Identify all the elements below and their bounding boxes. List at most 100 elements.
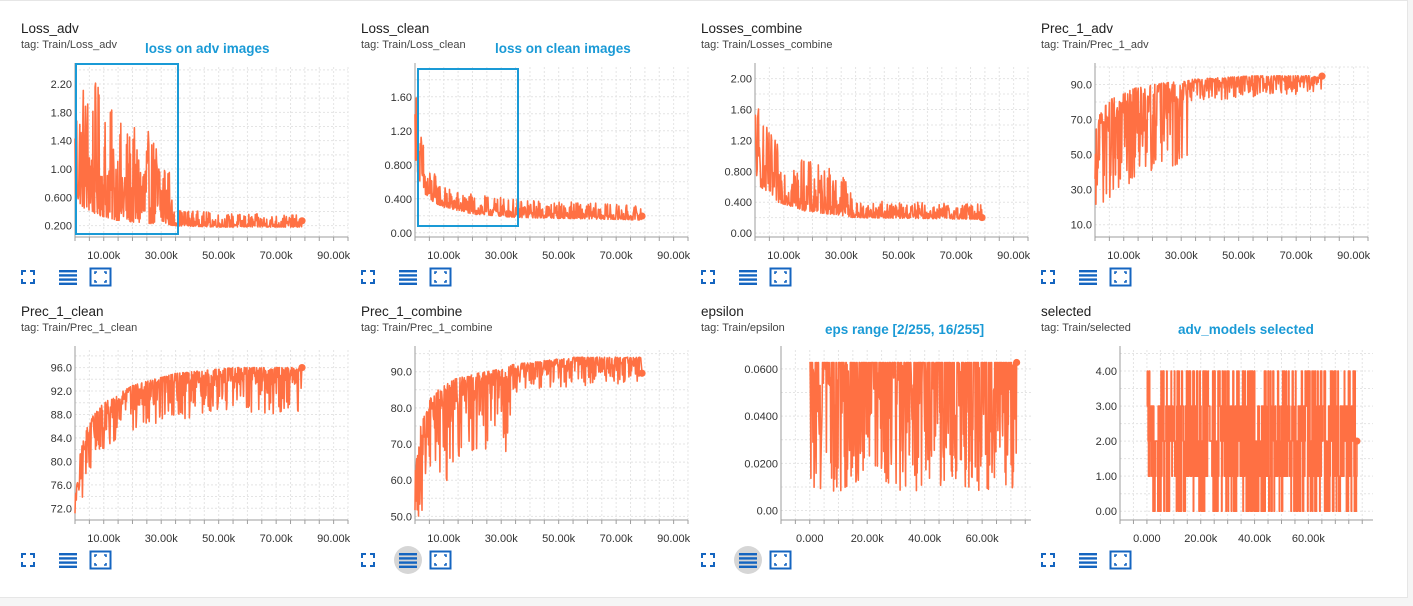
lines-icon [399,270,417,285]
fit-domain-button[interactable] [426,546,454,574]
x-tick-label: 90.00k [657,250,691,262]
x-tick-label: 50.00k [542,533,576,545]
fullscreen-icon [701,270,715,284]
fit-domain-button[interactable] [86,546,114,574]
annotation-note: eps range [2/255, 16/255] [825,322,985,337]
x-tick-label: 10.00k [427,250,461,262]
y-tick-label: 0.0400 [744,411,778,423]
fullscreen-button[interactable] [354,263,382,291]
chart-title: Loss_clean [361,21,430,36]
y-tick-label: 0.00 [731,228,752,240]
x-tick-label: 30.00k [1165,250,1199,262]
chart-title: Losses_combine [701,21,803,36]
series-line [414,356,643,517]
toggle-log-scale-button[interactable] [1074,546,1102,574]
fullscreen-button[interactable] [14,263,42,291]
chart-title: epsilon [701,304,744,319]
x-tick-label: 30.00k [145,533,179,545]
x-tick-label: 50.00k [202,250,236,262]
fit-domain-button[interactable] [1106,263,1134,291]
chart-tag: tag: Train/Prec_1_combine [361,322,493,334]
lines-icon [739,553,757,568]
chart-toolbar [1020,546,1360,576]
fullscreen-button[interactable] [694,546,722,574]
line-chart: 72.0 76.0 80.0 84.0 88.0 92.0 96.0 10.00k 30.00k… [51,346,351,545]
y-tick-label: 1.80 [51,107,72,119]
fullscreen-icon [361,270,375,284]
y-tick-label: 1.20 [391,126,412,138]
chart-card-prec-1-clean: Prec_1_clean tag: Train/Prec_1_clean 72.0 7… [0,284,351,574]
fit-domain-button[interactable] [766,263,794,291]
y-tick-label: 0.600 [44,192,72,204]
chart-card-prec-1-combine: Prec_1_combine tag: Train/Prec_1_combine 5… [340,284,691,574]
line-chart: 0.00 0.0200 0.0400 0.0600 0.000 20.00k 40.00k 6… [744,346,1031,545]
y-tick-label: 0.800 [724,166,752,178]
y-tick-label: 30.0 [1071,185,1092,197]
toggle-log-scale-button[interactable] [734,263,762,291]
chart-toolbar [0,263,340,293]
x-tick-label: 50.00k [202,533,236,545]
x-tick-label: 90.00k [1337,250,1371,262]
chart-card-loss-clean: Loss_clean tag: Train/Loss_clean loss on c… [340,1,691,293]
x-tick-label: 40.00k [908,533,942,545]
chart-title: Prec_1_clean [21,304,104,319]
toggle-log-scale-button[interactable] [54,263,82,291]
lines-icon [1079,553,1097,568]
toggle-log-scale-button[interactable] [54,546,82,574]
series-line [754,108,983,220]
chart-tag: tag: Train/epsilon [701,322,785,334]
x-tick-label: 70.00k [1280,250,1314,262]
y-tick-label: 1.60 [391,92,412,104]
line-chart: 10.0 30.0 50.0 70.0 90.0 10.00k 30.00k 50.00k 70… [1071,63,1371,262]
fit-to-data-icon [89,550,112,570]
chart-card-loss-adv: Loss_adv tag: Train/Loss_adv loss on adv i… [0,1,351,293]
fit-to-data-icon [429,550,452,570]
line-chart: 0.00 0.400 0.800 1.20 1.60 10.00k 30.00k 50.00k… [384,63,691,262]
line-chart: 0.00 0.400 0.800 1.20 1.60 2.00 10.00k 30.00k 50… [724,63,1031,262]
fit-domain-button[interactable] [1106,546,1134,574]
annotation-note: loss on clean images [495,41,631,56]
y-tick-label: 0.0600 [744,364,778,376]
y-tick-label: 84.0 [51,433,72,445]
toggle-log-scale-button[interactable] [734,546,762,574]
fullscreen-button[interactable] [694,263,722,291]
y-tick-label: 50.0 [391,511,412,523]
series-end-point [1013,358,1021,367]
series-end-point [638,369,646,377]
series-end-point [978,213,986,222]
y-tick-label: 0.00 [757,506,778,518]
fit-to-data-icon [429,267,452,287]
series-line [74,366,303,514]
fullscreen-button[interactable] [1034,546,1062,574]
fit-domain-button[interactable] [86,263,114,291]
fullscreen-button[interactable] [354,546,382,574]
toggle-log-scale-button[interactable] [394,263,422,291]
fullscreen-icon [1041,553,1055,567]
series-end-point [638,212,646,220]
x-tick-label: 60.00k [966,533,1000,545]
highlight-box [417,68,519,227]
series-end-point [1318,72,1326,80]
toggle-log-scale-button[interactable] [1074,263,1102,291]
fullscreen-button[interactable] [14,546,42,574]
lines-icon [59,553,77,568]
y-tick-label: 2.00 [1096,436,1117,448]
fullscreen-button[interactable] [1034,263,1062,291]
series-end-point [1353,437,1361,445]
fit-domain-button[interactable] [766,546,794,574]
y-tick-label: 50.0 [1071,150,1092,162]
toggle-log-scale-button[interactable] [394,546,422,574]
x-tick-label: 30.00k [485,533,519,545]
line-chart: 0.00 1.00 2.00 3.00 4.00 0.000 20.00k 40.00k 60.… [1096,346,1373,545]
fullscreen-icon [701,553,715,567]
lines-icon [59,270,77,285]
chart-card-selected: selected tag: Train/selected adv_models se… [1020,284,1373,576]
chart-title: Loss_adv [21,21,79,36]
fullscreen-icon [361,553,375,567]
chart-toolbar [340,263,680,293]
fullscreen-icon [21,270,35,284]
chart-toolbar [1020,263,1360,293]
fit-domain-button[interactable] [426,263,454,291]
lines-icon [1079,270,1097,285]
y-tick-label: 92.0 [51,386,72,398]
